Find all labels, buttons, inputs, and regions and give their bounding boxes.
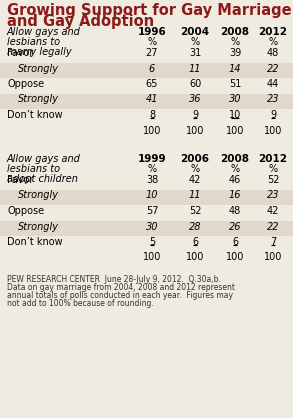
Text: 42: 42 — [189, 175, 201, 185]
Text: %: % — [230, 37, 240, 47]
Text: %: % — [147, 164, 156, 174]
Text: 2008: 2008 — [221, 27, 250, 37]
Text: 2004: 2004 — [180, 27, 209, 37]
Text: 100: 100 — [143, 125, 161, 135]
Text: %: % — [190, 164, 200, 174]
Text: 27: 27 — [146, 48, 158, 58]
Text: not add to 100% because of rounding.: not add to 100% because of rounding. — [7, 299, 154, 308]
Text: %: % — [268, 37, 277, 47]
Text: 31: 31 — [189, 48, 201, 58]
Text: 52: 52 — [267, 175, 279, 185]
Text: adopt children: adopt children — [7, 174, 78, 184]
Text: 5: 5 — [149, 237, 155, 247]
Text: 16: 16 — [229, 191, 241, 201]
Text: Favor: Favor — [7, 175, 33, 185]
Text: 22: 22 — [267, 222, 279, 232]
Text: 8: 8 — [149, 110, 155, 120]
Text: 57: 57 — [146, 206, 158, 216]
Text: %: % — [230, 164, 240, 174]
Text: Data on gay marriage from 2004, 2008 and 2012 represent: Data on gay marriage from 2004, 2008 and… — [7, 283, 235, 292]
Text: 100: 100 — [143, 252, 161, 263]
Text: 42: 42 — [267, 206, 279, 216]
Text: 2008: 2008 — [221, 154, 250, 164]
Text: 1999: 1999 — [138, 154, 166, 164]
Text: 51: 51 — [229, 79, 241, 89]
Text: %: % — [190, 37, 200, 47]
Text: 48: 48 — [229, 206, 241, 216]
Text: Growing Support for Gay Marriage: Growing Support for Gay Marriage — [7, 3, 292, 18]
Text: Don’t know: Don’t know — [7, 237, 63, 247]
Text: %: % — [268, 164, 277, 174]
Text: 60: 60 — [189, 79, 201, 89]
Text: 11: 11 — [189, 64, 201, 74]
Text: 26: 26 — [229, 222, 241, 232]
Text: Oppose: Oppose — [7, 206, 44, 216]
Text: and Gay Adoption: and Gay Adoption — [7, 14, 154, 29]
Text: 22: 22 — [267, 64, 279, 74]
Text: 100: 100 — [264, 125, 282, 135]
Text: 14: 14 — [229, 64, 241, 74]
Text: 23: 23 — [267, 94, 279, 104]
Text: marry legally: marry legally — [7, 47, 71, 57]
Text: 9: 9 — [192, 110, 198, 120]
Text: Allow gays and: Allow gays and — [7, 154, 81, 164]
Text: 6: 6 — [149, 64, 155, 74]
Text: 100: 100 — [186, 125, 204, 135]
Text: 100: 100 — [186, 252, 204, 263]
Text: 10: 10 — [229, 110, 241, 120]
Text: PEW RESEARCH CENTER  June 28-July 9, 2012.  Q.30a,b.: PEW RESEARCH CENTER June 28-July 9, 2012… — [7, 275, 221, 284]
Text: Strongly: Strongly — [18, 94, 59, 104]
Text: Strongly: Strongly — [18, 64, 59, 74]
Text: Favor: Favor — [7, 48, 33, 58]
Text: 2012: 2012 — [258, 154, 287, 164]
Text: 52: 52 — [189, 206, 201, 216]
Text: 2006: 2006 — [180, 154, 209, 164]
Text: 10: 10 — [146, 191, 158, 201]
Text: %: % — [147, 37, 156, 47]
Text: Oppose: Oppose — [7, 79, 44, 89]
Text: 100: 100 — [226, 125, 244, 135]
Text: 30: 30 — [229, 94, 241, 104]
Bar — [0, 94, 293, 109]
Text: 11: 11 — [189, 191, 201, 201]
Text: 44: 44 — [267, 79, 279, 89]
Text: 1996: 1996 — [138, 27, 166, 37]
Text: 2012: 2012 — [258, 27, 287, 37]
Text: 38: 38 — [146, 175, 158, 185]
Text: 6: 6 — [192, 237, 198, 247]
Bar — [0, 63, 293, 78]
Text: annual totals of polls conducted in each year.  Figures may: annual totals of polls conducted in each… — [7, 291, 233, 300]
Text: 30: 30 — [146, 222, 158, 232]
Text: 100: 100 — [264, 252, 282, 263]
Text: Allow gays and: Allow gays and — [7, 27, 81, 37]
Text: lesbians to: lesbians to — [7, 37, 60, 47]
Text: 41: 41 — [146, 94, 158, 104]
Text: lesbians to: lesbians to — [7, 164, 60, 174]
Text: 23: 23 — [267, 191, 279, 201]
Text: 48: 48 — [267, 48, 279, 58]
Bar — [0, 189, 293, 205]
Text: 28: 28 — [189, 222, 201, 232]
Text: 65: 65 — [146, 79, 158, 89]
Text: 36: 36 — [189, 94, 201, 104]
Text: 7: 7 — [270, 237, 276, 247]
Text: 6: 6 — [232, 237, 238, 247]
Bar — [0, 221, 293, 236]
Text: 39: 39 — [229, 48, 241, 58]
Text: Strongly: Strongly — [18, 191, 59, 201]
Text: 46: 46 — [229, 175, 241, 185]
Text: Strongly: Strongly — [18, 222, 59, 232]
Text: Don’t know: Don’t know — [7, 110, 63, 120]
Text: 100: 100 — [226, 252, 244, 263]
Text: 9: 9 — [270, 110, 276, 120]
